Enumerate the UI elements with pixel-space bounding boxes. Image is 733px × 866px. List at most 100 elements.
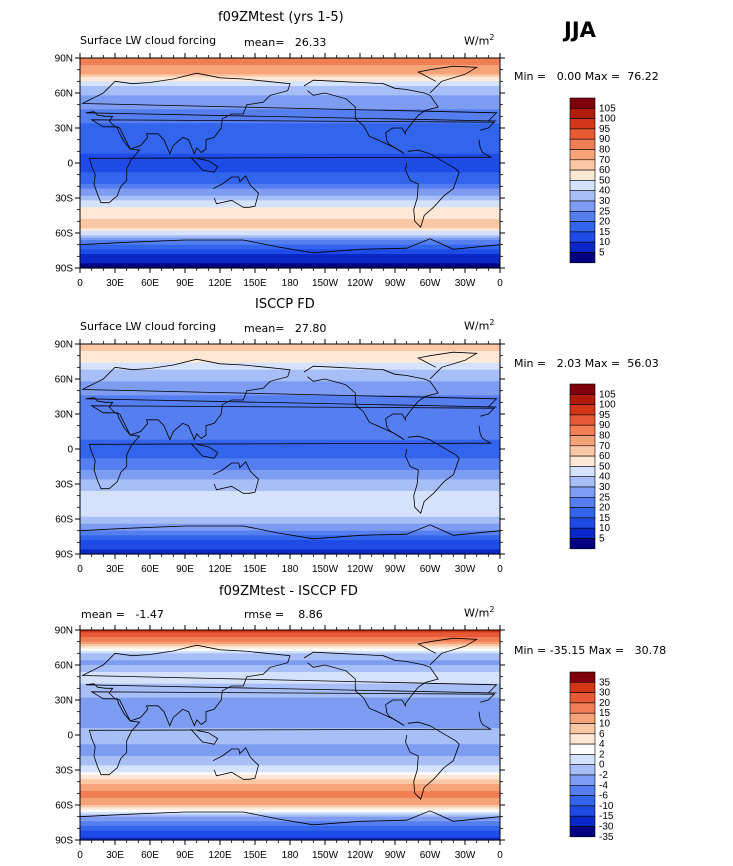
panel3-rmse: rmse = 8.86: [244, 608, 323, 621]
field-band: [80, 242, 500, 246]
coastline: [303, 651, 439, 727]
field-band: [80, 172, 500, 176]
field-band: [80, 263, 500, 267]
field-band: [80, 802, 500, 806]
colorbar-swatch: [569, 682, 596, 693]
field-band: [80, 521, 500, 525]
lat-label: 0: [67, 731, 73, 742]
field-band: [80, 714, 500, 717]
colorbar-swatch: [569, 712, 596, 724]
field-band: [80, 781, 500, 785]
field-band: [80, 249, 500, 253]
field-band: [80, 193, 500, 197]
field-band: [80, 367, 500, 371]
lat-label: 60S: [55, 801, 73, 812]
field-band: [80, 639, 500, 643]
field-band: [80, 786, 500, 790]
panel3-units: W/m2: [464, 605, 494, 620]
lat-label: 30N: [55, 410, 73, 421]
field-band: [80, 788, 500, 792]
field-band: [80, 634, 500, 638]
lat-label: 30S: [55, 480, 73, 491]
field-band: [80, 200, 500, 204]
field-band: [80, 409, 500, 413]
field-band: [80, 351, 500, 354]
colorbar-label: -30: [599, 822, 614, 833]
field-band: [80, 233, 500, 236]
lon-label: 150W: [312, 564, 339, 575]
field-band: [80, 653, 500, 657]
field-band: [80, 226, 500, 229]
colorbar-label: 30: [599, 482, 611, 493]
panel2-mean: mean= 27.80: [244, 322, 326, 335]
field-band: [80, 472, 500, 476]
colorbar-label: 6: [599, 729, 605, 740]
field-band: [80, 516, 500, 520]
lat-label: 90N: [55, 626, 73, 637]
field-band: [80, 749, 500, 752]
colorbar-swatch: [569, 486, 596, 498]
panel2-mean-value: 27.80: [294, 322, 327, 335]
field-band: [80, 202, 500, 206]
field-band: [80, 760, 500, 764]
field-band: [80, 465, 500, 469]
panel2-units: W/m2: [464, 318, 494, 333]
field-band: [80, 142, 500, 145]
field-band: [80, 830, 500, 834]
field-band: [80, 658, 500, 661]
panel3-mean: mean = -1.47: [81, 608, 164, 621]
colorbar-label: -35: [599, 832, 614, 840]
field-band: [80, 709, 500, 713]
field-band: [80, 795, 500, 799]
field-band: [80, 95, 500, 99]
colorbar-label: 0: [599, 760, 605, 771]
field-band: [80, 777, 500, 780]
field-band: [80, 730, 500, 734]
field-band: [80, 219, 500, 222]
field-band: [80, 381, 500, 385]
field-band: [80, 216, 500, 220]
colorbar-label: 100: [599, 114, 616, 125]
field-band: [80, 416, 500, 420]
colorbar-label: 20: [599, 503, 611, 514]
field-band: [80, 228, 500, 232]
field-band: [80, 191, 500, 194]
lon-label: 120W: [347, 564, 374, 575]
lon-label: 0: [497, 564, 503, 575]
panel1-units-base: W/m: [464, 34, 490, 48]
field-band: [80, 637, 500, 640]
field-band: [80, 672, 500, 675]
colorbar-swatch: [569, 231, 596, 243]
panel1-map: 90N 60N 30N 0 30S 60S 90S 0 30E 60E 90E 120E 150E 180…: [55, 53, 505, 289]
field-band: [80, 695, 500, 699]
field-band: [80, 65, 500, 68]
field-band: [80, 240, 500, 243]
field-band: [80, 821, 500, 825]
field-band: [80, 407, 500, 410]
field-band: [80, 479, 500, 483]
field-band: [80, 800, 500, 804]
lon-label: 60E: [141, 564, 159, 575]
colorbar-swatch: [569, 805, 596, 817]
field-band: [80, 221, 500, 225]
field-band: [80, 146, 500, 150]
field-band: [80, 739, 500, 743]
field-band: [80, 362, 500, 366]
coastline: [190, 442, 219, 459]
field-band: [80, 376, 500, 380]
lat-label: 90N: [55, 54, 73, 65]
coastline: [405, 435, 460, 514]
colorbar-swatch: [569, 692, 596, 704]
colorbar-label: 30: [599, 688, 611, 699]
panel1-subtitle: Surface LW cloud forcing: [80, 34, 217, 47]
lon-label: 90W: [385, 850, 406, 861]
lon-label: 150E: [243, 850, 267, 861]
field-band: [80, 446, 500, 450]
field-band: [80, 812, 500, 815]
field-band: [80, 732, 500, 736]
coastline: [88, 405, 496, 490]
colorbar-swatch: [569, 394, 596, 405]
colorbar-swatch: [569, 754, 596, 766]
colorbar-label: 10: [599, 719, 611, 730]
field-band: [80, 244, 500, 248]
